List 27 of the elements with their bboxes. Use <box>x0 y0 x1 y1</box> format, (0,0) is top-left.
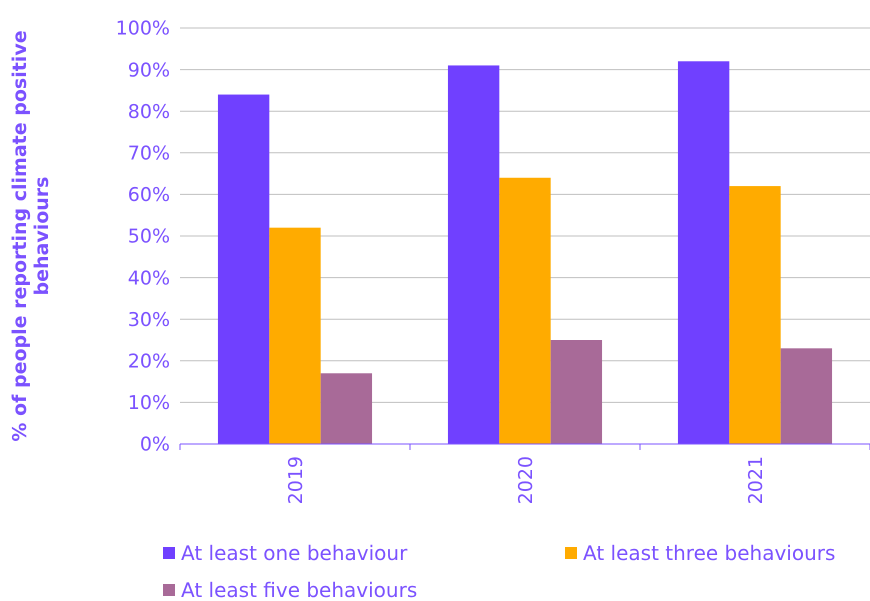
y-tick-label: 0% <box>140 434 170 456</box>
y-tick-label: 40% <box>128 267 170 290</box>
bar <box>550 340 602 444</box>
x-tick-label: 2019 <box>285 456 307 504</box>
legend-label: At least one behaviour <box>181 541 408 565</box>
bar <box>780 348 832 444</box>
y-tick-label: 50% <box>128 226 170 248</box>
y-tick-label: 80% <box>128 100 170 123</box>
y-tick-label: 70% <box>128 142 170 164</box>
y-tick-label: 90% <box>128 59 170 82</box>
y-tick-label: 100% <box>116 18 170 40</box>
bar <box>320 373 372 444</box>
y-tick-label: 20% <box>128 350 170 372</box>
x-tick-label: 2020 <box>515 456 537 504</box>
bar <box>499 178 551 444</box>
bar <box>218 94 270 444</box>
bar <box>678 61 730 444</box>
legend-label: At least three behaviours <box>583 541 836 565</box>
bar <box>729 186 781 444</box>
y-tick-label: 30% <box>128 308 170 331</box>
y-tick-label: 10% <box>128 392 170 414</box>
x-tick-label: 2021 <box>745 456 767 504</box>
y-tick-label: 60% <box>128 184 170 206</box>
legend-label: At least five behaviours <box>181 578 418 601</box>
y-axis-title: % of people reporting climate positive behaviours <box>9 30 53 442</box>
bar <box>269 228 321 444</box>
bar <box>448 65 500 444</box>
